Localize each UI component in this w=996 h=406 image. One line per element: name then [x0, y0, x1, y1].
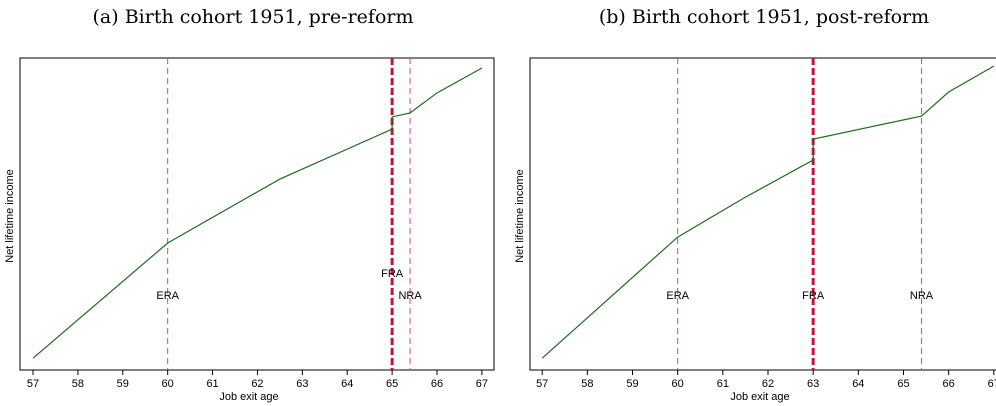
x-tick-label: 67 — [476, 378, 488, 390]
x-axis-label: Job exit age — [219, 391, 278, 403]
x-tick-label: 63 — [807, 378, 819, 390]
x-tick-label: 58 — [581, 378, 593, 390]
x-tick-label: 59 — [117, 378, 129, 390]
x-tick-label: 66 — [431, 378, 443, 390]
plot-frame — [19, 57, 495, 371]
reference-label: ERA — [156, 290, 179, 302]
x-tick-label: 63 — [296, 378, 308, 390]
reference-label: NRA — [398, 290, 422, 302]
x-tick-label: 57 — [536, 378, 548, 390]
reference-label: FRA — [802, 290, 825, 302]
x-tick-label: 62 — [251, 378, 263, 390]
x-tick-label: 62 — [762, 378, 774, 390]
x-tick-label: 60 — [162, 378, 174, 390]
y-axis-label: Net lifetime income — [514, 169, 526, 263]
x-tick-label: 59 — [626, 378, 638, 390]
x-tick-label: 64 — [852, 378, 864, 390]
income-line — [32, 67, 483, 359]
chart-title: (b) Birth cohort 1951, post-reform — [599, 6, 929, 28]
y-axis-label: Net lifetime income — [4, 169, 16, 263]
x-tick-label: 60 — [672, 378, 684, 390]
x-tick-label: 66 — [943, 378, 955, 390]
income-line — [541, 65, 995, 359]
x-tick-label: 67 — [988, 378, 996, 390]
x-tick-label: 64 — [341, 378, 353, 390]
x-tick-label: 65 — [897, 378, 909, 390]
x-axis-label: Job exit age — [730, 391, 789, 403]
plot-frame — [529, 57, 996, 371]
x-tick-label: 57 — [27, 378, 39, 390]
x-tick-label: 61 — [206, 378, 218, 390]
x-tick-label: 58 — [72, 378, 84, 390]
x-tick-label: 61 — [717, 378, 729, 390]
reference-label: ERA — [666, 290, 689, 302]
reference-label: NRA — [910, 290, 934, 302]
x-tick-label: 65 — [386, 378, 398, 390]
chart-title: (a) Birth cohort 1951, pre-reform — [93, 6, 414, 28]
reference-label: FRA — [381, 268, 404, 280]
